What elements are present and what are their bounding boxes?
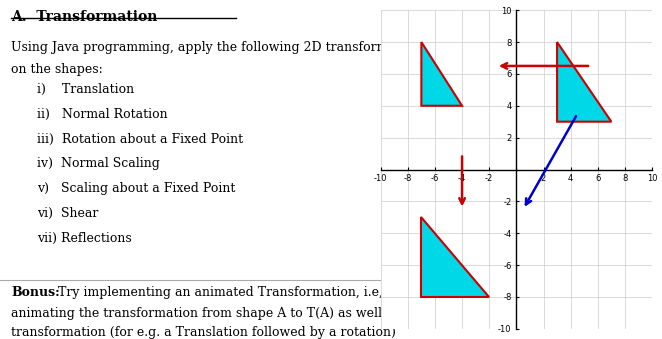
Text: ii)   Normal Rotation: ii) Normal Rotation xyxy=(37,108,168,121)
Text: Bonus:: Bonus: xyxy=(11,286,60,299)
Text: transformation (for e.g. a Translation followed by a rotation): transformation (for e.g. a Translation f… xyxy=(11,326,396,339)
Text: vi)  Shear: vi) Shear xyxy=(37,207,99,220)
Text: v)   Scaling about a Fixed Point: v) Scaling about a Fixed Point xyxy=(37,182,236,195)
Text: iii)  Rotation about a Fixed Point: iii) Rotation about a Fixed Point xyxy=(37,133,244,145)
Polygon shape xyxy=(557,42,611,122)
Polygon shape xyxy=(421,42,462,106)
Text: A.  Transformation: A. Transformation xyxy=(11,10,158,24)
Text: animating the transformation from shape A to T(A) as well as the use composite: animating the transformation from shape … xyxy=(11,307,519,320)
Text: iv)  Normal Scaling: iv) Normal Scaling xyxy=(37,157,160,170)
Polygon shape xyxy=(421,217,489,297)
Text: on the shapes:: on the shapes: xyxy=(11,63,103,76)
Text: i)    Translation: i) Translation xyxy=(37,83,134,96)
Text: Using Java programming, apply the following 2D transformation: Using Java programming, apply the follow… xyxy=(11,41,420,54)
Text: Try implementing an animated Transformation, i.e,: Try implementing an animated Transformat… xyxy=(54,286,383,299)
Text: vii) Reflections: vii) Reflections xyxy=(37,232,132,244)
